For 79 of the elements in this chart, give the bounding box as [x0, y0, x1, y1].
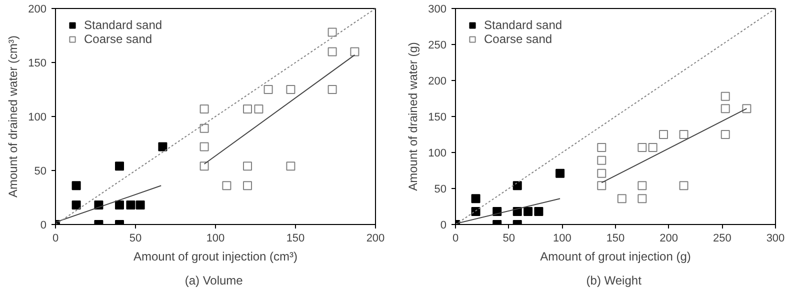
- y-tick-label: 150: [28, 58, 47, 70]
- point: [638, 142, 647, 152]
- x-tick-label: 100: [206, 232, 225, 244]
- x-tick-label: 100: [552, 232, 572, 244]
- point: [512, 181, 522, 190]
- point: [72, 200, 81, 210]
- x-tick-label: 250: [712, 232, 732, 244]
- legend-label: Standard sand: [484, 18, 562, 32]
- x-tick-label: 200: [660, 232, 678, 244]
- point: [126, 200, 136, 210]
- y-tick-label: 100: [28, 112, 47, 124]
- y-tick-label: 250: [428, 40, 447, 52]
- point: [350, 47, 360, 56]
- x-tick-label: 0: [52, 232, 59, 244]
- x-tick-label: 150: [286, 232, 305, 244]
- point: [471, 207, 480, 216]
- y-tick-label: 0: [440, 220, 447, 232]
- point: [617, 194, 626, 204]
- legend-label: Coarse sand: [84, 32, 152, 46]
- point: [638, 194, 647, 204]
- point: [597, 156, 606, 165]
- point: [200, 162, 209, 171]
- point: [638, 181, 647, 190]
- x-axis-title: Amount of grout injection (g): [540, 250, 691, 264]
- point: [534, 207, 544, 216]
- text: (b) Weight: [586, 274, 642, 288]
- y-tick-label: 150: [428, 112, 447, 124]
- point: [243, 181, 252, 190]
- point: [720, 92, 730, 101]
- text: (a) Volume: [184, 274, 244, 288]
- y-tick-label: 50: [434, 184, 447, 196]
- legend-label: Coarse sand: [484, 32, 552, 46]
- point: [200, 142, 209, 152]
- point: [286, 162, 296, 171]
- point: [286, 85, 296, 94]
- y-tick-label: 300: [428, 4, 447, 16]
- point: [264, 85, 273, 94]
- point: [597, 181, 606, 190]
- point: [200, 124, 209, 133]
- point: [328, 47, 337, 56]
- point: [200, 104, 209, 114]
- legend-label: Standard sand: [84, 18, 162, 32]
- point: [679, 181, 688, 190]
- point: [115, 162, 124, 171]
- point: [597, 142, 606, 152]
- point: [720, 130, 730, 139]
- y-tick-label: 0: [40, 220, 47, 232]
- point: [243, 104, 252, 114]
- point: [328, 85, 337, 94]
- y-tick-label: 200: [28, 4, 47, 16]
- x-tick-label: 50: [502, 232, 515, 244]
- x-tick-label: 200: [366, 232, 385, 244]
- point: [597, 168, 606, 178]
- y-tick-label: 100: [428, 148, 447, 160]
- point: [222, 181, 232, 190]
- point: [679, 130, 688, 139]
- point: [72, 181, 81, 190]
- point: [648, 142, 658, 152]
- x-axis-title: Amount of grout injection (cm³): [133, 250, 298, 264]
- point: [115, 200, 124, 210]
- point: [659, 130, 668, 139]
- point: [328, 28, 337, 37]
- y-axis-title: Amount of drained water (cm³): [6, 35, 20, 198]
- point: [524, 207, 533, 216]
- point: [720, 104, 730, 114]
- x-tick-label: 300: [766, 232, 785, 244]
- point: [136, 200, 145, 210]
- x-tick-label: 0: [452, 232, 459, 244]
- y-tick-label: 50: [34, 166, 47, 178]
- x-tick-label: 150: [606, 232, 625, 244]
- point: [254, 104, 264, 114]
- point: [471, 194, 480, 204]
- y-tick-label: 200: [428, 76, 447, 88]
- point: [556, 168, 565, 178]
- x-tick-label: 50: [129, 232, 142, 244]
- y-axis-title: Amount of drained water (g): [406, 42, 420, 191]
- point: [742, 104, 752, 114]
- point: [243, 162, 252, 171]
- point: [158, 142, 168, 152]
